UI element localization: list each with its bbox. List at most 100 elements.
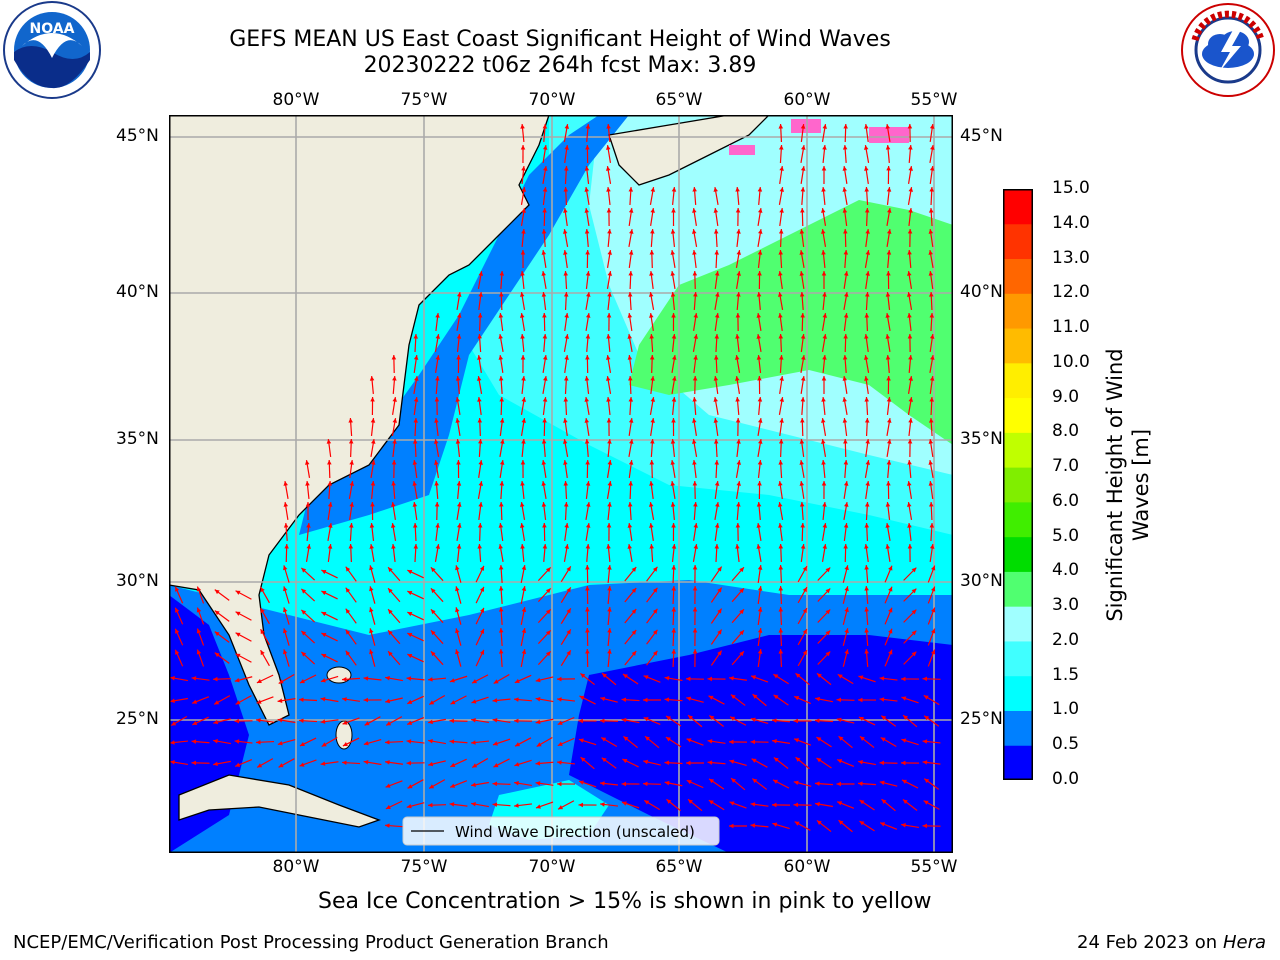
wave-direction-arrowhead	[693, 544, 699, 549]
lat-label-left: 35°N	[116, 429, 159, 449]
colorbar-segment	[1003, 223, 1033, 260]
wave-direction-arrowhead	[514, 697, 519, 702]
wave-direction-arrowhead	[652, 650, 658, 656]
wave-direction-arrowhead	[864, 523, 870, 528]
wave-direction-arrowhead	[649, 481, 654, 486]
wave-direction-arrowhead	[739, 630, 744, 636]
lat-label-left: 45°N	[116, 126, 159, 146]
wave-direction-arrowhead	[196, 586, 202, 592]
wave-direction-arrowhead	[213, 676, 218, 682]
wave-direction-arrowhead	[757, 250, 763, 255]
wave-direction-arrowhead	[542, 334, 548, 339]
wave-direction-arrowhead	[545, 588, 551, 594]
wave-direction-arrowhead	[327, 460, 332, 465]
wave-direction-arrowhead	[772, 822, 778, 827]
wave-direction-arrowhead	[471, 782, 476, 787]
wave-direction-arrowhead	[714, 271, 720, 276]
wave-direction-arrowhead	[671, 628, 676, 633]
wave-direction-arrowhead	[564, 313, 569, 318]
wave-direction-arrowhead	[802, 587, 807, 593]
wave-direction-arrowhead	[717, 566, 722, 572]
wave-direction-arrowhead	[751, 758, 757, 763]
wave-direction-arrowhead	[566, 587, 571, 593]
wave-direction-arrowhead	[793, 718, 798, 724]
wave-direction-arrowhead	[260, 629, 265, 635]
wave-direction-arrowhead	[816, 757, 822, 763]
wave-direction-arrowhead	[886, 229, 892, 234]
wave-direction-arrowhead	[930, 628, 936, 634]
wave-direction-arrowhead	[455, 397, 460, 402]
wave-direction-arrowhead	[406, 739, 412, 744]
wave-direction-arrowhead	[478, 292, 483, 297]
chart-title: GEFS MEAN US East Coast Significant Heig…	[229, 27, 891, 52]
wave-direction-arrowhead	[299, 718, 304, 723]
wave-direction-arrowhead	[283, 565, 288, 571]
wave-direction-arrowhead	[628, 397, 634, 402]
wave-direction-arrowhead	[631, 567, 637, 572]
wave-direction-arrowhead	[566, 566, 571, 572]
svg-text:NOAA: NOAA	[30, 21, 75, 37]
wave-direction-arrowhead	[886, 460, 892, 465]
wave-direction-arrowhead	[670, 502, 676, 507]
wave-direction-arrowhead	[929, 334, 935, 339]
wave-direction-arrowhead	[907, 250, 912, 255]
wave-direction-arrowhead	[584, 187, 589, 192]
wave-direction-arrowhead	[391, 355, 397, 360]
lon-label-bottom: 70°W	[528, 857, 576, 877]
wave-direction-arrowhead	[478, 481, 484, 486]
wave-direction-arrowhead	[498, 565, 504, 570]
wave-direction-arrowhead	[671, 334, 677, 339]
wave-direction-arrowhead	[455, 586, 460, 592]
wave-direction-arrowhead	[842, 418, 848, 423]
wave-direction-arrowhead	[885, 313, 890, 318]
wave-direction-arrowhead	[536, 804, 541, 809]
wave-direction-arrowhead	[321, 632, 327, 638]
wave-direction-arrowhead	[757, 565, 763, 570]
wave-direction-arrowhead	[778, 229, 784, 234]
wave-direction-arrowhead	[363, 759, 369, 765]
wave-band-3.0-4.0	[629, 200, 953, 445]
lon-label-bottom: 65°W	[655, 857, 703, 877]
wave-direction-arrowhead	[542, 124, 548, 129]
wave-direction-arrowhead	[858, 716, 864, 722]
colorbar-segment	[1003, 328, 1033, 364]
wave-direction-arrowhead	[498, 586, 504, 591]
wave-direction-arrowhead	[175, 607, 180, 613]
wave-direction-arrowhead	[843, 481, 849, 486]
wave-direction-arrowhead	[584, 229, 590, 234]
wave-direction-arrowhead	[929, 124, 935, 129]
wave-direction-arrowhead	[585, 460, 590, 465]
wave-direction-arrowhead	[842, 355, 848, 360]
wave-direction-arrowhead	[564, 523, 569, 528]
wave-direction-arrowhead	[752, 694, 758, 699]
lon-label-top: 80°W	[272, 90, 320, 110]
wave-direction-arrowhead	[584, 376, 590, 381]
wave-direction-arrowhead	[369, 376, 375, 381]
wave-direction-arrowhead	[911, 588, 917, 594]
wave-direction-arrowhead	[563, 166, 569, 171]
wave-direction-arrowhead	[578, 738, 584, 743]
wave-direction-arrowhead	[670, 439, 676, 444]
wave-direction-arrowhead	[471, 801, 476, 807]
wave-direction-arrowhead	[498, 649, 504, 654]
wave-direction-arrowhead	[301, 567, 307, 573]
wave-direction-arrowhead	[388, 609, 393, 615]
wave-direction-arrowhead	[328, 523, 333, 528]
wave-direction-arrowhead	[585, 271, 591, 276]
wave-direction-arrowhead	[772, 739, 777, 744]
wave-direction-arrowhead	[542, 523, 547, 528]
wave-direction-arrowhead	[821, 460, 826, 465]
wave-direction-arrowhead	[606, 418, 612, 423]
lon-label-bottom: 80°W	[272, 857, 320, 877]
lat-label-right: 25°N	[960, 709, 1003, 729]
colorbar-segment	[1003, 745, 1033, 780]
lat-label-left: 25°N	[116, 709, 159, 729]
wave-direction-arrowhead	[801, 145, 806, 150]
lon-label-top: 60°W	[783, 90, 831, 110]
wave-direction-arrowhead	[541, 481, 546, 486]
wave-direction-arrowhead	[455, 439, 461, 444]
wave-direction-arrowhead	[800, 124, 806, 129]
wave-direction-arrowhead	[557, 720, 563, 725]
wave-direction-arrowhead	[821, 187, 826, 192]
wave-direction-arrowhead	[842, 145, 848, 150]
